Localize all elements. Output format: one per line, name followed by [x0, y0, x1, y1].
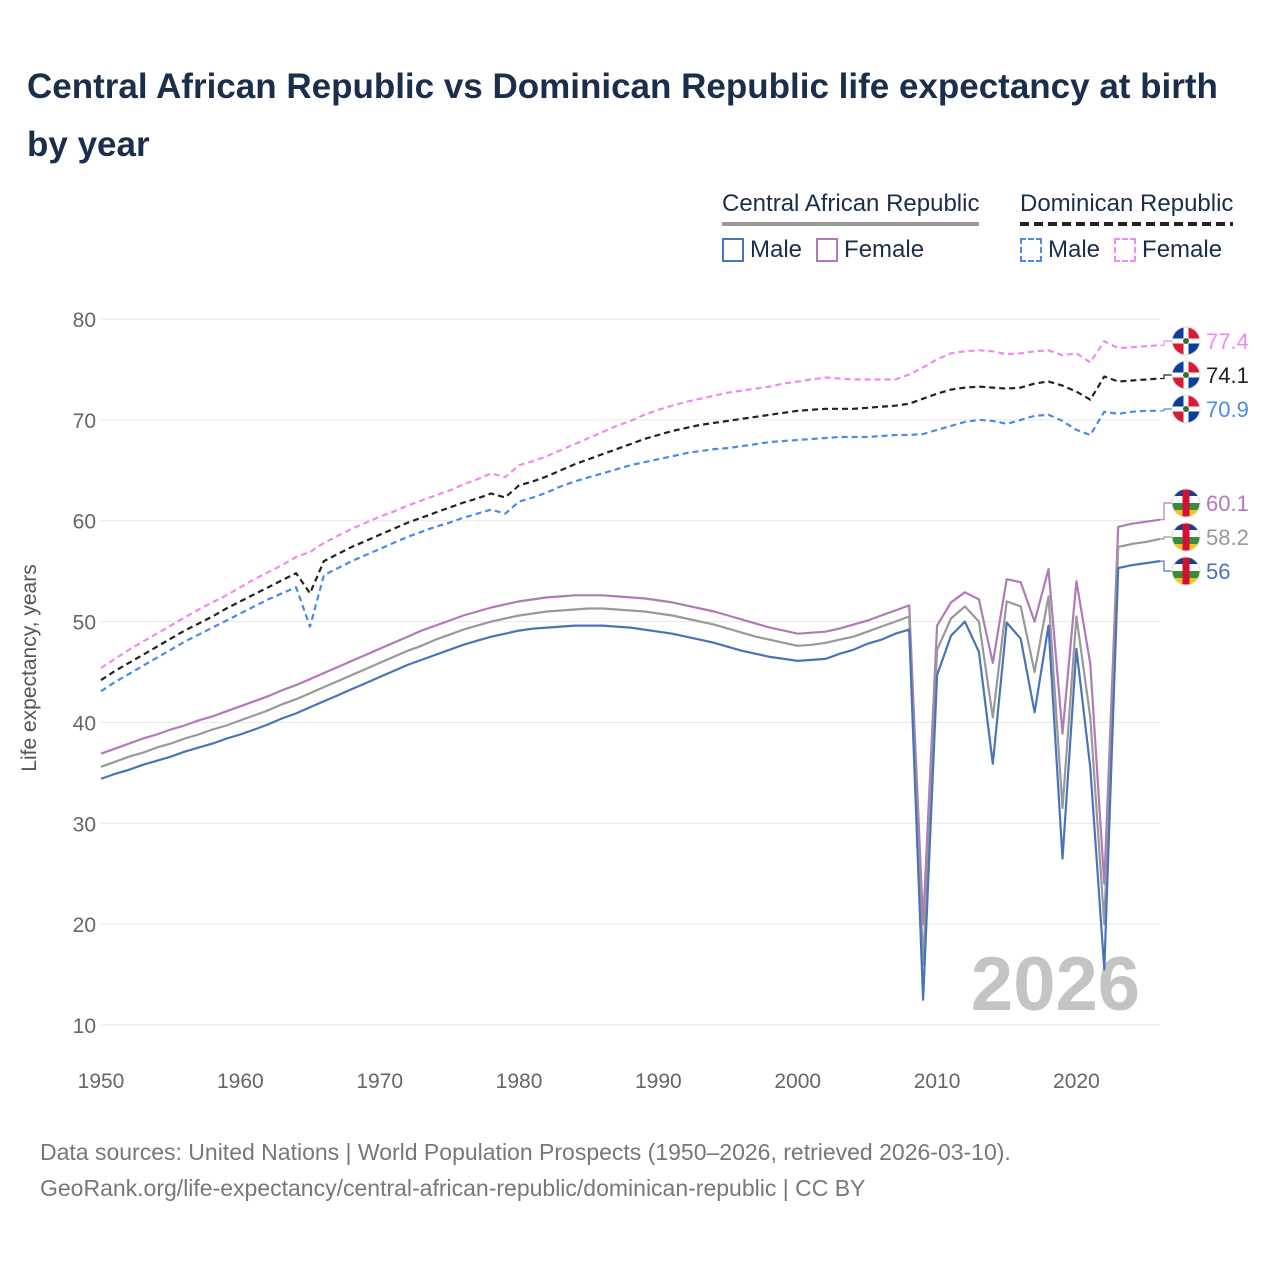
year-watermark: 2026 — [971, 942, 1140, 1027]
series-line-dominican-republic-female[interactable] — [100, 340, 1161, 669]
central-african-republic-flag-icon — [1171, 488, 1201, 518]
legend-item-car-female[interactable]: Female — [816, 236, 924, 264]
x-tick-label: 1990 — [635, 1070, 682, 1093]
legend-central-african-republic: Central African Republic Male Female — [722, 190, 980, 264]
legend-item-label: Male — [1048, 236, 1101, 263]
series-line-central-african-republic-female[interactable] — [100, 518, 1161, 926]
central-african-republic-flag-icon — [1171, 522, 1201, 552]
legend-item-label: Female — [844, 236, 925, 263]
legend-dashed-rule — [1020, 222, 1234, 226]
female-swatch-icon — [816, 238, 839, 262]
dominican-republic-flag-icon — [1171, 326, 1201, 356]
legend-item-dr-female[interactable]: Female — [1114, 236, 1222, 264]
y-tick-label: 40 — [73, 712, 96, 735]
y-tick-label: 80 — [73, 309, 96, 332]
series-line-dominican-republic-total[interactable] — [100, 375, 1161, 682]
end-label-connector — [1160, 340, 1172, 346]
y-tick-label: 10 — [73, 1015, 96, 1038]
end-label-connector — [1160, 502, 1172, 521]
x-tick-label: 1960 — [217, 1070, 264, 1093]
central-african-republic-flag-icon — [1171, 556, 1201, 586]
end-value-label: 58.2 — [1206, 525, 1249, 550]
y-tick-label: 30 — [73, 813, 96, 836]
legend-item-label: Female — [1142, 236, 1223, 263]
end-value-label: 77.4 — [1206, 329, 1249, 354]
y-tick-label: 60 — [73, 511, 96, 534]
legend-solid-rule — [722, 222, 980, 226]
legend-dominican-republic: Dominican Republic Male Female — [1020, 190, 1234, 264]
x-tick-label: 2000 — [774, 1070, 821, 1093]
x-tick-label: 1980 — [496, 1070, 543, 1093]
source-url: GeoRank.org/life-expectancy/central-afri… — [40, 1175, 866, 1201]
end-value-label: 56 — [1206, 559, 1230, 584]
x-tick-label: 1970 — [356, 1070, 403, 1093]
legend-country-label: Dominican Republic — [1020, 190, 1234, 217]
male-swatch-icon — [722, 238, 744, 262]
series-line-central-african-republic-total[interactable] — [100, 537, 1161, 966]
legend-item-car-male[interactable]: Male — [722, 236, 802, 264]
dominican-republic-flag-icon — [1171, 394, 1201, 424]
chart-title: Central African Republic vs Dominican Re… — [27, 67, 1218, 164]
y-tick-label: 70 — [73, 410, 96, 433]
x-tick-label: 2010 — [914, 1070, 961, 1093]
data-source-note: Data sources: United Nations | World Pop… — [40, 1139, 1011, 1165]
y-tick-label: 50 — [73, 612, 96, 635]
footer: Data sources: United Nations | World Pop… — [40, 1134, 1011, 1206]
series-line-dominican-republic-male[interactable] — [100, 409, 1160, 693]
y-tick-label: 20 — [73, 914, 96, 937]
legend-country-label: Central African Republic — [722, 190, 980, 217]
dominican-republic-flag-icon — [1171, 360, 1201, 390]
end-label-connector — [1160, 560, 1172, 572]
legend-item-label: Male — [750, 236, 803, 263]
legend-item-dr-male[interactable]: Male — [1020, 236, 1100, 264]
end-value-label: 74.1 — [1206, 363, 1249, 388]
end-label-connector — [1160, 408, 1172, 412]
series-line-central-african-republic-male[interactable] — [100, 560, 1161, 1001]
y-axis-label: Life expectancy, years — [18, 564, 41, 772]
x-tick-label: 1950 — [78, 1070, 125, 1093]
x-tick-label: 2020 — [1053, 1070, 1100, 1093]
female-swatch-icon — [1114, 238, 1137, 262]
male-swatch-icon — [1020, 238, 1042, 262]
end-label-connector — [1160, 374, 1172, 380]
end-value-label: 60.1 — [1206, 491, 1249, 516]
end-label-connector — [1160, 536, 1172, 540]
end-value-label: 70.9 — [1206, 397, 1249, 422]
